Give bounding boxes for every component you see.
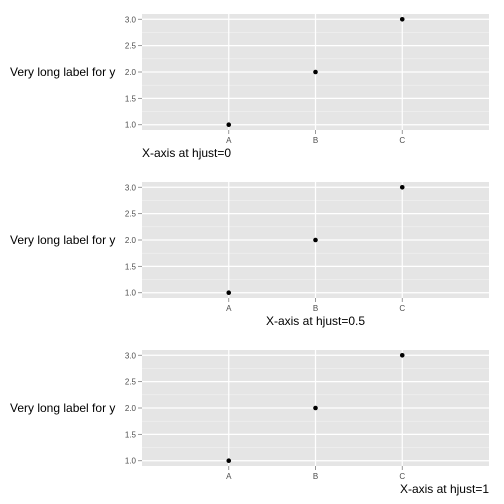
x-tick-label: B xyxy=(313,472,318,481)
y-tick-label: 3.0 xyxy=(125,351,137,360)
y-tick-label: 1.0 xyxy=(125,457,137,466)
chart-panel-3: 1.0 1.5 2.0 2.5 3.0 A B C Very long label for y X… xyxy=(10,350,489,496)
data-point xyxy=(226,458,232,464)
x-axis-title: X-axis at hjust=0 xyxy=(142,146,231,160)
x-tick-label: C xyxy=(399,472,405,481)
y-tick-label: 2.5 xyxy=(125,210,137,219)
y-tick-label: 1.5 xyxy=(125,262,137,271)
y-tick-label: 2.5 xyxy=(125,378,137,387)
y-axis-title: Very long label for y xyxy=(10,233,115,247)
y-tick-label: 2.0 xyxy=(125,68,137,77)
x-axis-title: X-axis at hjust=0.5 xyxy=(266,314,365,328)
data-point xyxy=(313,237,318,243)
x-tick-label: B xyxy=(313,304,318,313)
x-tick-label: C xyxy=(399,304,405,313)
y-tick-label: 1.5 xyxy=(125,94,137,103)
x-tick-label: A xyxy=(226,304,232,313)
y-tick-label: 2.0 xyxy=(125,404,137,413)
x-tick-label: C xyxy=(399,136,405,145)
data-point xyxy=(399,352,405,358)
y-tick-label: 1.0 xyxy=(125,121,137,130)
y-axis-title: Very long label for y xyxy=(10,401,115,415)
y-tick-label: 2.0 xyxy=(125,236,137,245)
x-tick-label: B xyxy=(313,136,318,145)
y-tick-label: 1.5 xyxy=(125,430,137,439)
data-point xyxy=(313,405,318,411)
data-point xyxy=(399,184,405,190)
y-tick-label: 3.0 xyxy=(125,15,137,24)
y-tick-label: 1.0 xyxy=(125,289,137,298)
chart-panel-1: 1.0 1.5 2.0 2.5 3.0 A B C Very long label for y X… xyxy=(10,14,489,160)
data-point xyxy=(226,290,232,296)
chart-panel-2: 1.0 1.5 2.0 2.5 3.0 A B C Very long label for y X… xyxy=(10,182,489,328)
y-tick-label: 2.5 xyxy=(125,42,137,51)
x-tick-label: A xyxy=(226,136,232,145)
x-axis-title: X-axis at hjust=1 xyxy=(400,482,489,496)
data-point xyxy=(313,69,318,75)
y-tick-label: 3.0 xyxy=(125,183,137,192)
data-point xyxy=(226,122,232,128)
y-axis-title: Very long label for y xyxy=(10,65,115,79)
x-tick-label: A xyxy=(226,472,232,481)
data-point xyxy=(399,16,405,22)
